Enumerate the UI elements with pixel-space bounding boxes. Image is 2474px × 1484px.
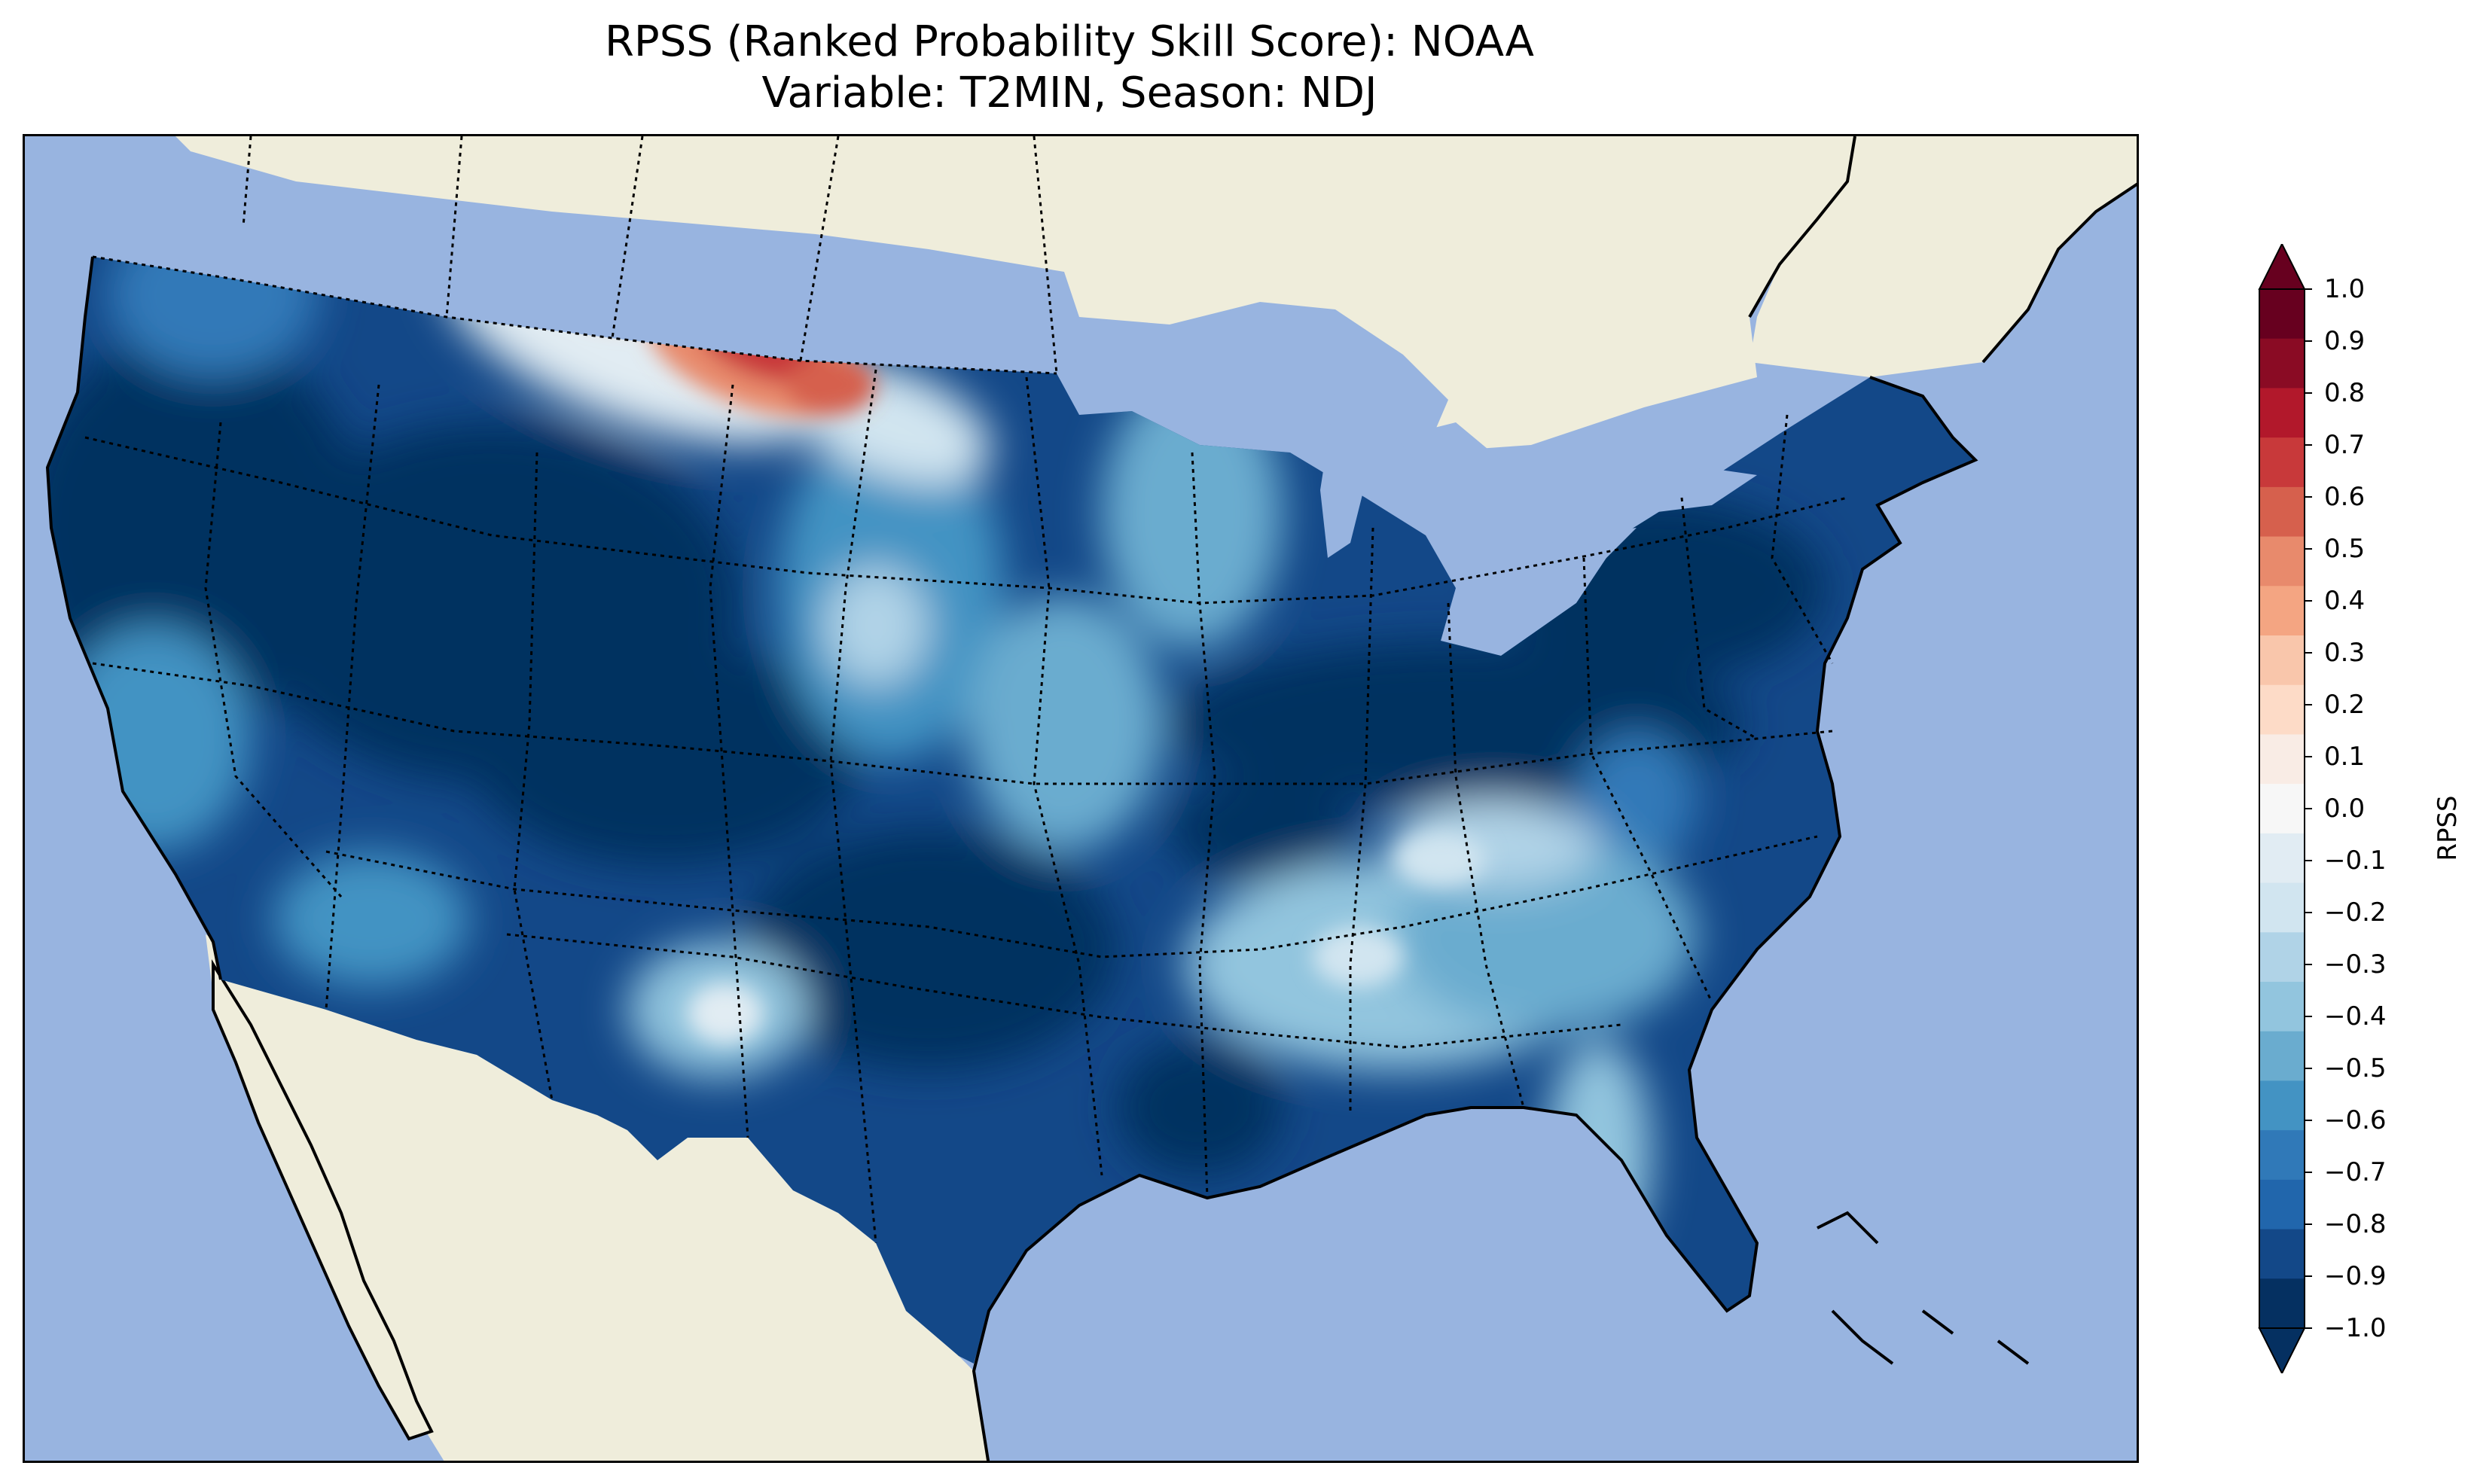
- colorbar-segment: [2259, 684, 2305, 735]
- colorbar-tick-label: 0.3: [2324, 638, 2366, 668]
- colorbar-segment: [2259, 833, 2305, 884]
- colorbar-tick-label: 1.0: [2324, 274, 2366, 304]
- colorbar-segment: [2259, 734, 2305, 785]
- colorbar-segment: [2259, 932, 2305, 983]
- colorbar-tick-label: −0.9: [2324, 1261, 2387, 1291]
- mexico-land: [206, 934, 989, 1461]
- colorbar-tick-label: 0.5: [2324, 534, 2366, 564]
- colorbar-segment: [2259, 1278, 2305, 1329]
- colorbar-segment: [2259, 635, 2305, 686]
- baja-peninsula: [212, 959, 434, 1441]
- canada-land: [175, 136, 2137, 453]
- rpss-map: [25, 136, 2137, 1461]
- colorbar-segment: [2259, 289, 2305, 340]
- colorbar-tick-label: 0.1: [2324, 742, 2366, 772]
- chart-title-line-2: Variable: T2MIN, Season: NDJ: [761, 69, 1377, 117]
- colorbar-segment: [2259, 486, 2305, 538]
- chart-title-line-1: RPSS (Ranked Probability Skill Score): N…: [605, 17, 1534, 66]
- colorbar-tick-label: −0.7: [2324, 1157, 2387, 1187]
- colorbar-tick-label: 0.9: [2324, 326, 2366, 356]
- colorbar-segment: [2259, 338, 2305, 389]
- colorbar-segment: [2259, 1080, 2305, 1131]
- colorbar-segment: [2259, 437, 2305, 488]
- colorbar-tick-label: −0.3: [2324, 949, 2387, 980]
- colorbar-segment: [2259, 536, 2305, 587]
- colorbar-segment: [2259, 784, 2305, 834]
- colorbar-segment: [2259, 586, 2305, 636]
- colorbar-segment: [2259, 1130, 2305, 1181]
- colorbar-tick-label: −0.1: [2324, 846, 2387, 876]
- colorbar-segment: [2259, 982, 2305, 1032]
- state-borders: [84, 136, 1848, 1244]
- colorbar-tick-label: 0.7: [2324, 430, 2366, 460]
- colorbar-extend-bottom: [2258, 1327, 2306, 1373]
- colorbar-label: RPSS: [2433, 795, 2463, 861]
- colorbar-tick-label: −0.2: [2324, 897, 2387, 928]
- colorbar-tick-label: −0.4: [2324, 1001, 2387, 1031]
- colorbar-tick-label: −0.5: [2324, 1053, 2387, 1083]
- colorbar-tick-label: −1.0: [2324, 1313, 2387, 1343]
- colorbar-tick-label: 0.6: [2324, 482, 2366, 512]
- colorbar-tick-label: 0.0: [2324, 794, 2366, 824]
- colorbar-tick-label: 0.8: [2324, 378, 2366, 408]
- colorbar-segment: [2259, 1229, 2305, 1279]
- coastlines: [45, 136, 2137, 1461]
- colorbar-segment: [2259, 1031, 2305, 1081]
- map-frame: [23, 134, 2139, 1463]
- colorbar-tick-label: 0.2: [2324, 690, 2366, 720]
- colorbar-segment: [2259, 1179, 2305, 1230]
- colorbar-tick-label: −0.6: [2324, 1105, 2387, 1135]
- colorbar-segment: [2259, 388, 2305, 438]
- colorbar-segment: [2259, 882, 2305, 933]
- colorbar-tick-label: −0.8: [2324, 1209, 2387, 1239]
- colorbar-tick-label: 0.4: [2324, 586, 2366, 616]
- colorbar-extend-top: [2258, 244, 2306, 290]
- great-lakes: [1185, 325, 1757, 596]
- colorbar: [2258, 244, 2312, 1373]
